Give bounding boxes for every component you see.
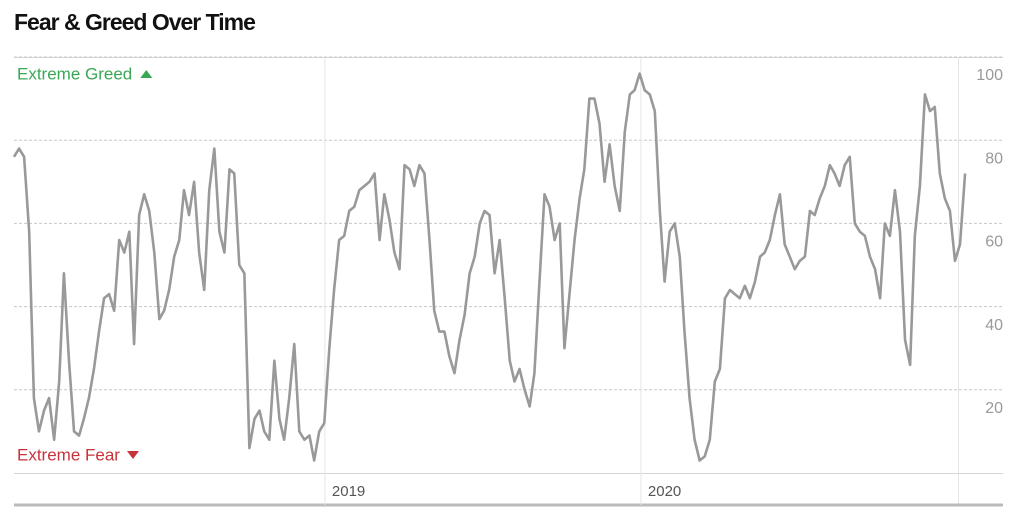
y-tick-label: 100 — [976, 67, 1003, 84]
y-tick-label: 40 — [985, 317, 1003, 334]
chart-title: Fear & Greed Over Time — [14, 9, 255, 35]
x-tick-label: 2019 — [332, 483, 365, 500]
extreme-greed-label: Extreme Greed — [17, 64, 132, 83]
y-tick-label: 20 — [985, 400, 1003, 417]
up-triangle-icon — [140, 70, 153, 78]
down-triangle-icon — [126, 451, 139, 459]
y-tick-label: 80 — [985, 150, 1003, 167]
extreme-fear-label: Extreme Fear — [17, 445, 120, 464]
y-tick-label: 60 — [985, 234, 1003, 251]
fear-greed-line — [12, 72, 967, 462]
annotations: Extreme Greed Extreme Fear — [17, 64, 153, 464]
x-tick-label: 2020 — [648, 483, 681, 500]
plot-area: 20 40 60 80 100 2019 2020 — [12, 56, 1003, 505]
